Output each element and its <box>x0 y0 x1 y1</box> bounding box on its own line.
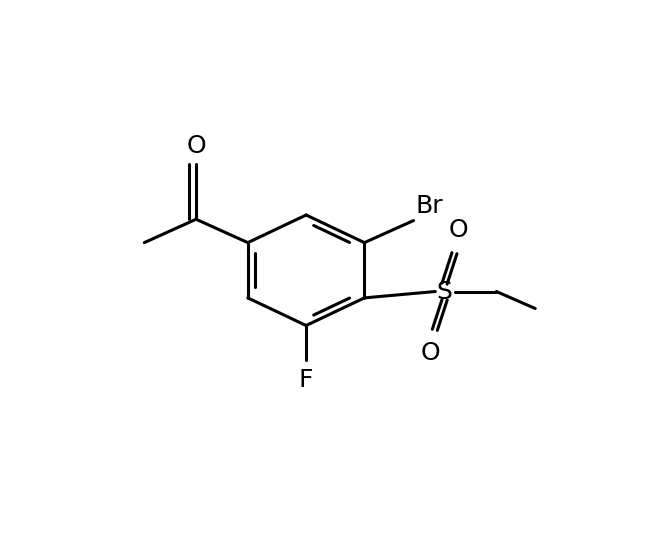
Text: O: O <box>186 134 206 158</box>
Text: O: O <box>421 341 440 365</box>
Text: F: F <box>299 368 313 392</box>
Text: S: S <box>437 279 453 304</box>
Text: Br: Br <box>415 194 444 218</box>
Text: O: O <box>449 218 468 242</box>
